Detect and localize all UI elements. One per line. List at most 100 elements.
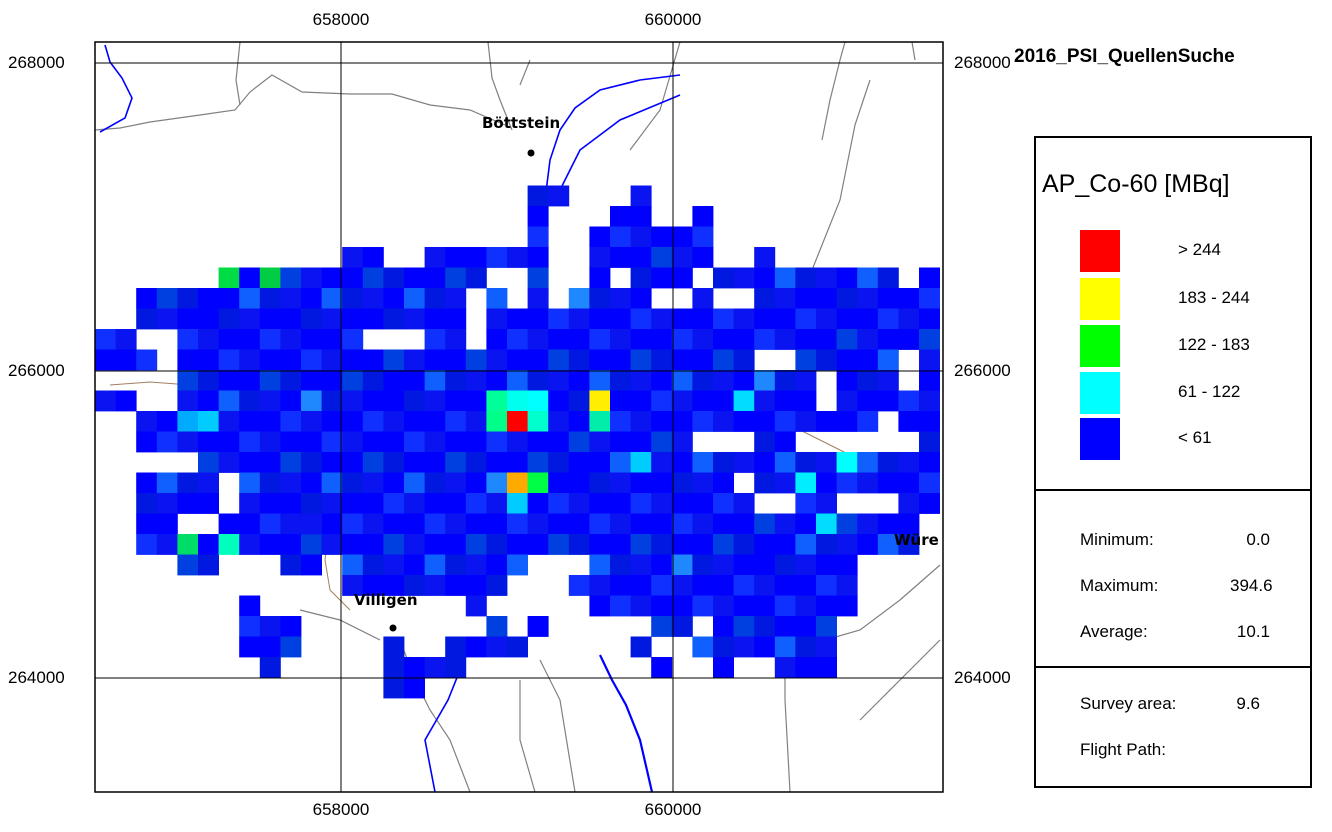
raster-cell (692, 370, 714, 391)
raster-cell (651, 431, 673, 453)
raster-cell (651, 554, 673, 576)
raster-cell (610, 226, 631, 248)
raster-cell (713, 657, 734, 678)
raster-cell (321, 534, 343, 555)
raster-cell (713, 513, 734, 535)
legend-panel: AP_Co-60 [MBq] > 244 183 - 244 122 - 183… (1034, 136, 1312, 788)
raster-cell (321, 431, 343, 453)
raster-cell (692, 226, 714, 248)
raster-cell (836, 288, 858, 309)
raster-cell (754, 513, 776, 535)
raster-cell (857, 329, 879, 350)
raster-cell (156, 513, 178, 535)
raster-cell (816, 308, 837, 330)
raster-cell (507, 636, 528, 658)
raster-cell (733, 411, 755, 432)
raster-cell (692, 349, 714, 371)
raster-cell (568, 370, 590, 391)
raster-cell (239, 390, 261, 412)
raster-cell (692, 513, 714, 535)
raster-cell (589, 534, 611, 555)
raster-cell (630, 636, 652, 658)
stat-label: Survey area: (1080, 694, 1177, 713)
raster-cell (733, 452, 755, 473)
raster-cell (342, 308, 364, 330)
raster-cell (424, 308, 446, 330)
raster-cell (507, 370, 528, 391)
raster-cell (713, 554, 734, 576)
raster-cell (156, 431, 178, 453)
raster-cell (774, 616, 796, 637)
raster-cell (630, 349, 652, 371)
raster-cell (321, 452, 343, 473)
raster-cell (754, 267, 776, 289)
raster-cell (919, 308, 940, 330)
raster-cell (321, 308, 343, 330)
raster-cell (383, 534, 405, 555)
place-label-boettstein: Böttstein (482, 114, 560, 132)
raster-cell (898, 493, 920, 514)
raster-cell (610, 452, 631, 473)
raster-cell (342, 349, 364, 371)
raster-cell (692, 575, 714, 596)
raster-cell (836, 452, 858, 473)
raster-cell (198, 390, 219, 412)
raster-cell (259, 513, 281, 535)
raster-cell (671, 349, 693, 371)
raster-cell (383, 636, 405, 658)
raster-cell (465, 390, 487, 412)
raster-cell (795, 370, 817, 391)
raster-cell (321, 390, 343, 412)
raster-cell (795, 308, 817, 330)
raster-cell (383, 493, 405, 514)
raster-cell (321, 267, 343, 289)
raster-cell (733, 493, 755, 514)
raster-cell (280, 349, 302, 371)
stat-maximum: Maximum: 394.6 (1080, 576, 1280, 596)
raster-cell (795, 575, 817, 596)
raster-cell (610, 206, 631, 227)
raster-cell (280, 390, 302, 412)
raster-cell (280, 288, 302, 309)
raster-cell (445, 513, 467, 535)
raster-cell (898, 390, 920, 412)
raster-cell (568, 308, 590, 330)
raster-cell (486, 308, 508, 330)
raster-cell (424, 534, 446, 555)
raster-cell (589, 370, 611, 391)
raster-cell (630, 267, 652, 289)
raster-cell (177, 431, 199, 453)
raster-cell (836, 329, 858, 350)
raster-cell (136, 431, 158, 453)
raster-cell (610, 411, 631, 432)
raster-cell (774, 411, 796, 432)
raster-cell (424, 472, 446, 494)
raster-cell (877, 349, 899, 371)
raster-cell (754, 247, 776, 268)
raster-cell (445, 636, 467, 658)
villigen-point (389, 624, 397, 632)
x-tick-top-660000: 660000 (644, 10, 702, 29)
raster-cell (218, 534, 240, 555)
raster-cell (857, 267, 879, 289)
legend-class-4: 61 - 122 (1080, 372, 1300, 414)
stat-value: 394.6 (1230, 576, 1273, 595)
raster-cell (651, 575, 673, 596)
raster-cell (507, 472, 528, 494)
raster-cell (774, 534, 796, 555)
raster-cell (795, 267, 817, 289)
raster-cell (589, 329, 611, 350)
raster-cell (733, 390, 755, 412)
raster-cell (280, 431, 302, 453)
raster-cell (383, 370, 405, 391)
raster-cell (301, 349, 322, 371)
raster-cell (836, 595, 858, 617)
raster-cell (218, 349, 240, 371)
raster-cell (527, 370, 549, 391)
raster-cell (548, 513, 570, 535)
stat-value: 0.0 (1246, 530, 1270, 549)
raster-cell (280, 554, 302, 576)
raster-cell (568, 493, 590, 514)
raster-cell (630, 411, 652, 432)
